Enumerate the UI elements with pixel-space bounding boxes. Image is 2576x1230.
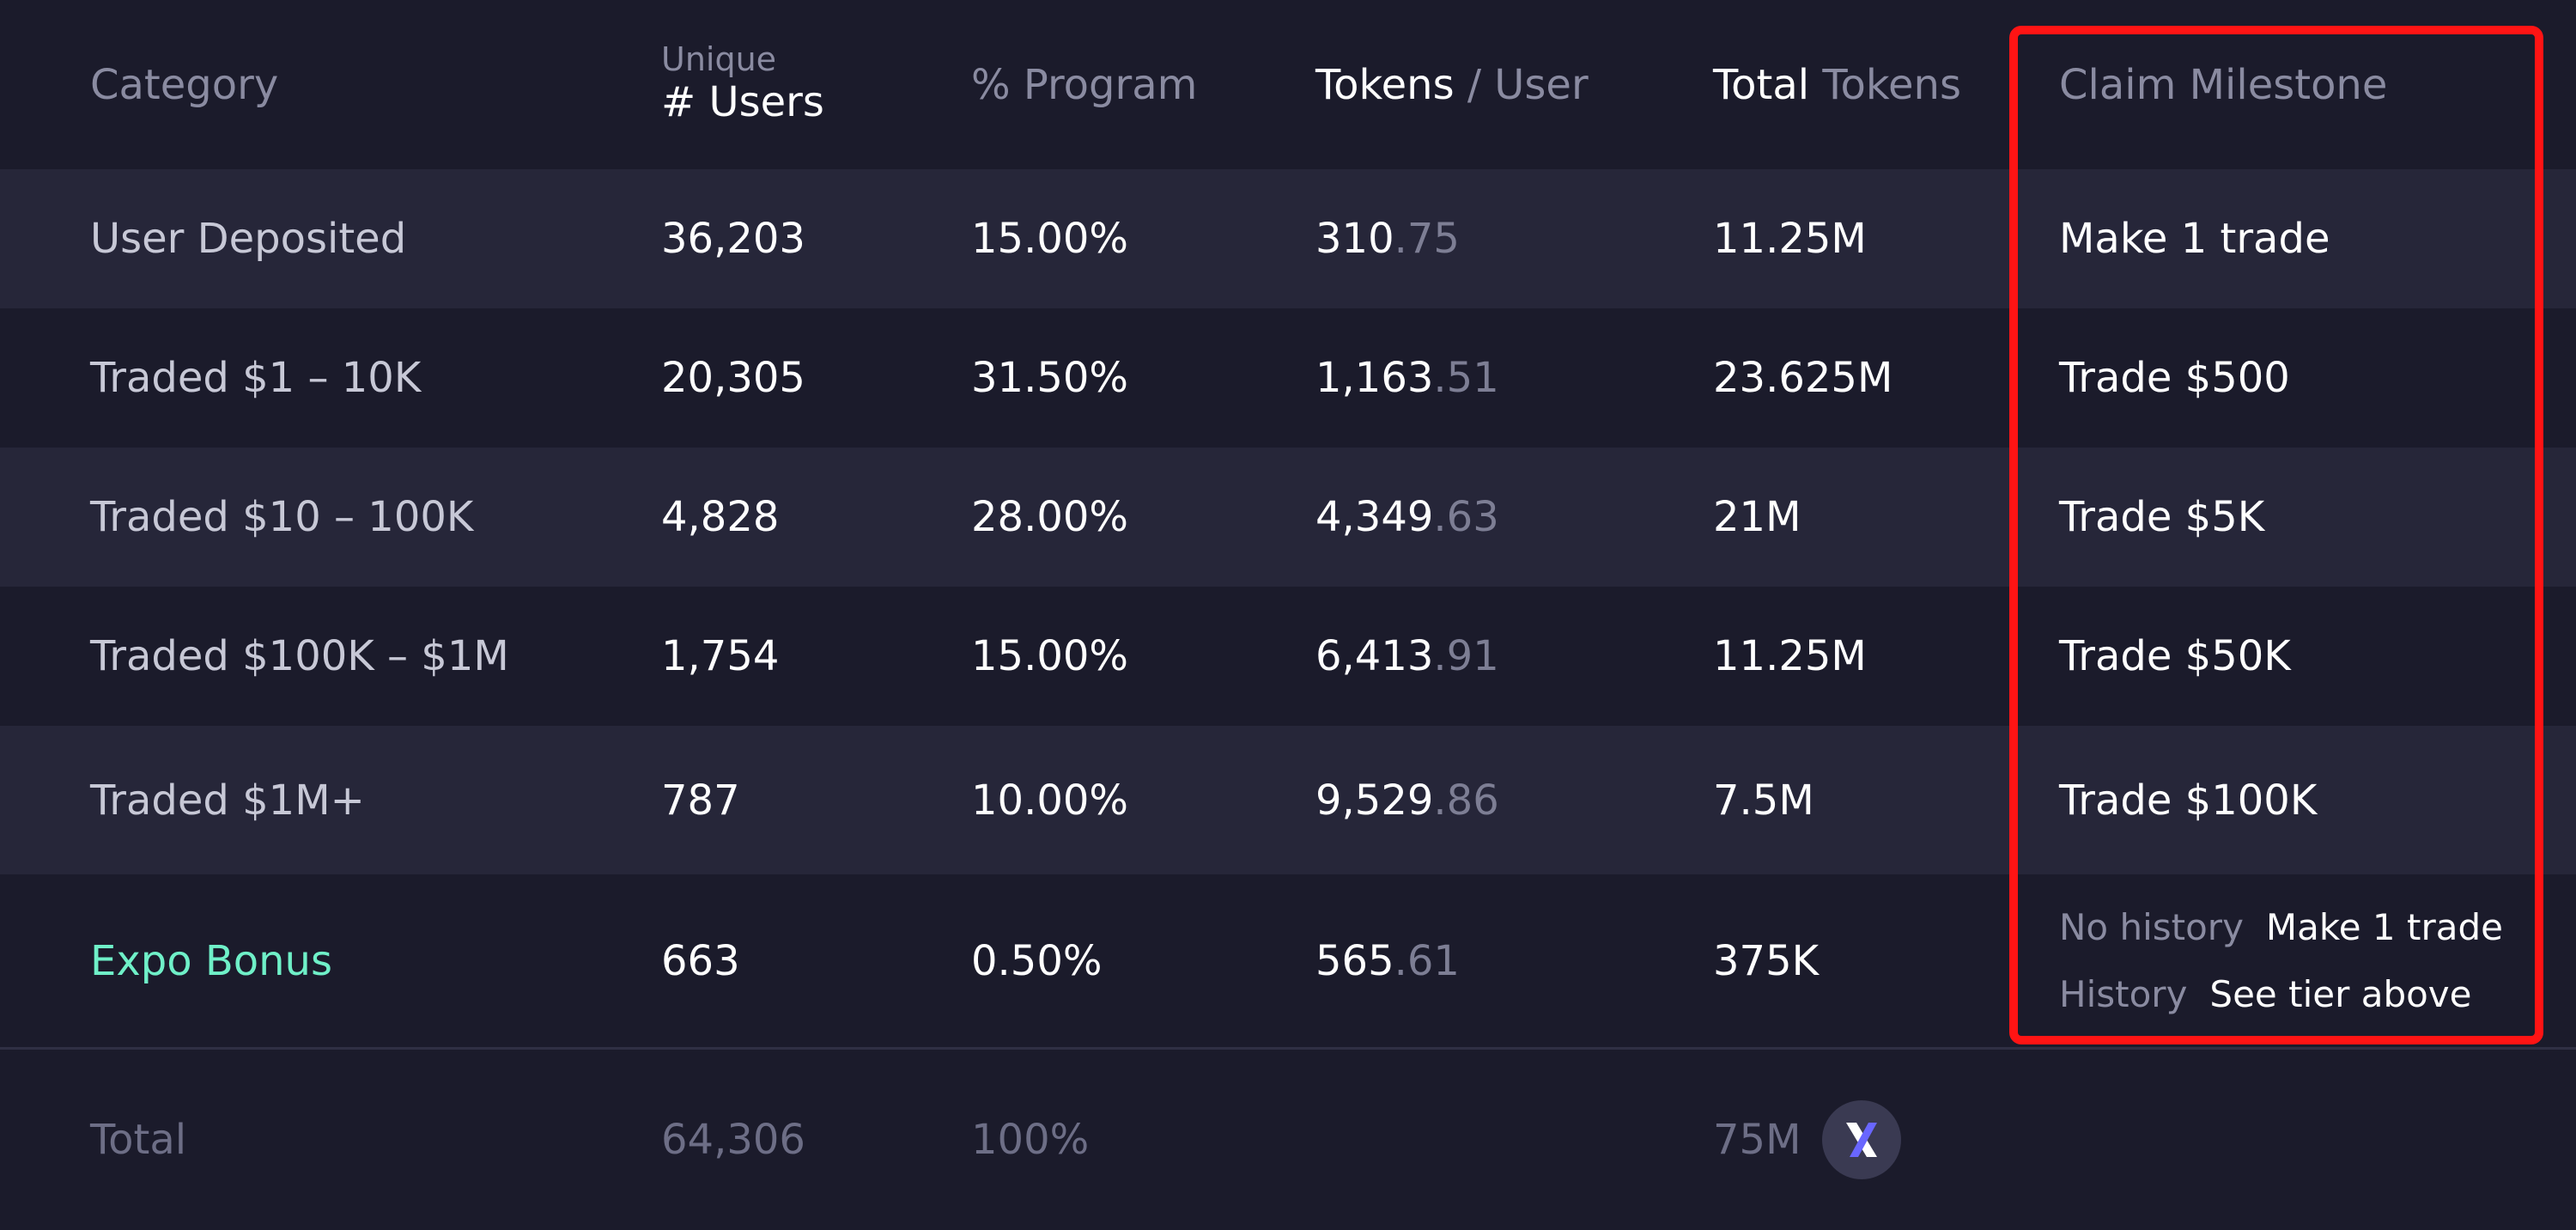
- tokens-integer: 6,413: [1315, 632, 1434, 680]
- row-tokens-per-user: 4,349.63: [1315, 448, 1499, 587]
- header-total-tokens: Total Tokens: [1713, 0, 1961, 169]
- header-users-small: Unique: [661, 40, 777, 78]
- header-category: Category: [90, 60, 279, 109]
- milestone-value: Make 1 trade: [2265, 906, 2503, 948]
- row-category-bonus: Expo Bonus: [90, 936, 332, 985]
- tokens-decimal: .75: [1394, 215, 1460, 263]
- row-category: Traded $1 – 10K: [90, 354, 422, 402]
- tokens-decimal: .63: [1433, 493, 1499, 541]
- row-tokens-per-user: 9,529.86: [1315, 726, 1499, 874]
- row-users: 787: [661, 776, 740, 825]
- row-users: 663: [661, 936, 740, 985]
- header-users-main: # Users: [661, 77, 824, 126]
- row-category: User Deposited: [90, 215, 407, 263]
- header-users: Unique # Users: [661, 0, 824, 169]
- header-claim-milestone: Claim Milestone: [2059, 60, 2388, 109]
- tokens-integer: 1,163: [1315, 354, 1434, 402]
- header-total-bold: Total: [1713, 60, 1810, 109]
- table-divider: [0, 1047, 2576, 1050]
- row-claim-milestone: Trade $500: [2059, 354, 2290, 402]
- row-users: 4,828: [661, 493, 780, 541]
- row-claim-milestone: Trade $100K: [2059, 776, 2318, 825]
- row-users: 20,305: [661, 354, 805, 402]
- row-claim-milestone: Trade $5K: [2059, 493, 2265, 541]
- row-program: 0.50%: [971, 936, 1103, 985]
- tokens-integer: 310: [1315, 215, 1394, 263]
- tokens-decimal: .61: [1394, 936, 1460, 985]
- table-header: Category Unique # Users % Program Tokens…: [0, 0, 2576, 169]
- header-tokens-bold: Tokens: [1315, 60, 1455, 109]
- row-claim-milestone: Make 1 trade: [2059, 215, 2330, 263]
- table-row: Traded $10 – 100K 4,828 28.00% 4,349.63 …: [0, 448, 2576, 587]
- tokens-integer: 9,529: [1315, 776, 1434, 825]
- header-tokens-rest: / User: [1467, 60, 1589, 109]
- dydx-token-icon: [1821, 1100, 1901, 1179]
- row-category: Traded $1M+: [90, 776, 365, 825]
- row-tokens-per-user: 310.75: [1315, 169, 1460, 308]
- header-total-rest: Tokens: [1822, 60, 1961, 109]
- row-claim-milestone-split: No history Make 1 trade History See tier…: [2059, 874, 2503, 1047]
- row-program: 10.00%: [971, 776, 1129, 825]
- row-total-tokens: 23.625M: [1713, 354, 1893, 402]
- table-row: Traded $100K – $1M 1,754 15.00% 6,413.91…: [0, 587, 2576, 726]
- table-row-total: Total 64,306 100% 75M: [0, 1050, 2576, 1230]
- row-tokens-per-user: 565.61: [1315, 874, 1460, 1047]
- row-claim-milestone: Trade $50K: [2059, 632, 2291, 680]
- tokens-integer: 4,349: [1315, 493, 1434, 541]
- row-total-tokens: 375K: [1713, 936, 1820, 985]
- table-row: Traded $1M+ 787 10.00% 9,529.86 7.5M Tra…: [0, 726, 2576, 874]
- row-program: 28.00%: [971, 493, 1129, 541]
- table-row-bonus: Expo Bonus 663 0.50% 565.61 375K No hist…: [0, 874, 2576, 1047]
- milestone-key: History: [2059, 973, 2188, 1015]
- tokens-decimal: .91: [1433, 632, 1499, 680]
- row-tokens-per-user: 6,413.91: [1315, 587, 1499, 726]
- total-tokens: 75M: [1713, 1050, 1901, 1230]
- total-label: Total: [90, 1116, 187, 1164]
- table-row: User Deposited 36,203 15.00% 310.75 11.2…: [0, 169, 2576, 308]
- row-total-tokens: 11.25M: [1713, 632, 1867, 680]
- row-program: 15.00%: [971, 215, 1129, 263]
- row-tokens-per-user: 1,163.51: [1315, 308, 1499, 448]
- row-program: 15.00%: [971, 632, 1129, 680]
- row-total-tokens: 21M: [1713, 493, 1801, 541]
- row-category: Traded $10 – 100K: [90, 493, 474, 541]
- header-program: % Program: [971, 60, 1198, 109]
- milestone-history: History See tier above: [2059, 961, 2472, 1028]
- total-users: 64,306: [661, 1116, 805, 1164]
- row-total-tokens: 7.5M: [1713, 776, 1814, 825]
- total-program: 100%: [971, 1116, 1090, 1164]
- row-program: 31.50%: [971, 354, 1129, 402]
- milestone-value: See tier above: [2209, 973, 2472, 1015]
- row-category: Traded $100K – $1M: [90, 632, 509, 680]
- tokens-decimal: .86: [1433, 776, 1499, 825]
- table-row: Traded $1 – 10K 20,305 31.50% 1,163.51 2…: [0, 308, 2576, 448]
- row-users: 36,203: [661, 215, 805, 263]
- total-tokens-value: 75M: [1713, 1116, 1801, 1164]
- tokens-decimal: .51: [1433, 354, 1499, 402]
- row-users: 1,754: [661, 632, 780, 680]
- milestone-key: No history: [2059, 906, 2244, 948]
- milestone-no-history: No history Make 1 trade: [2059, 894, 2503, 961]
- row-total-tokens: 11.25M: [1713, 215, 1867, 263]
- header-tokens-per-user: Tokens / User: [1315, 0, 1589, 169]
- tokens-integer: 565: [1315, 936, 1394, 985]
